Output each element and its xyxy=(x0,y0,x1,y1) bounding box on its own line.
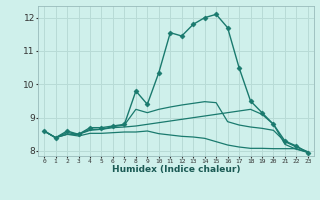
X-axis label: Humidex (Indice chaleur): Humidex (Indice chaleur) xyxy=(112,165,240,174)
